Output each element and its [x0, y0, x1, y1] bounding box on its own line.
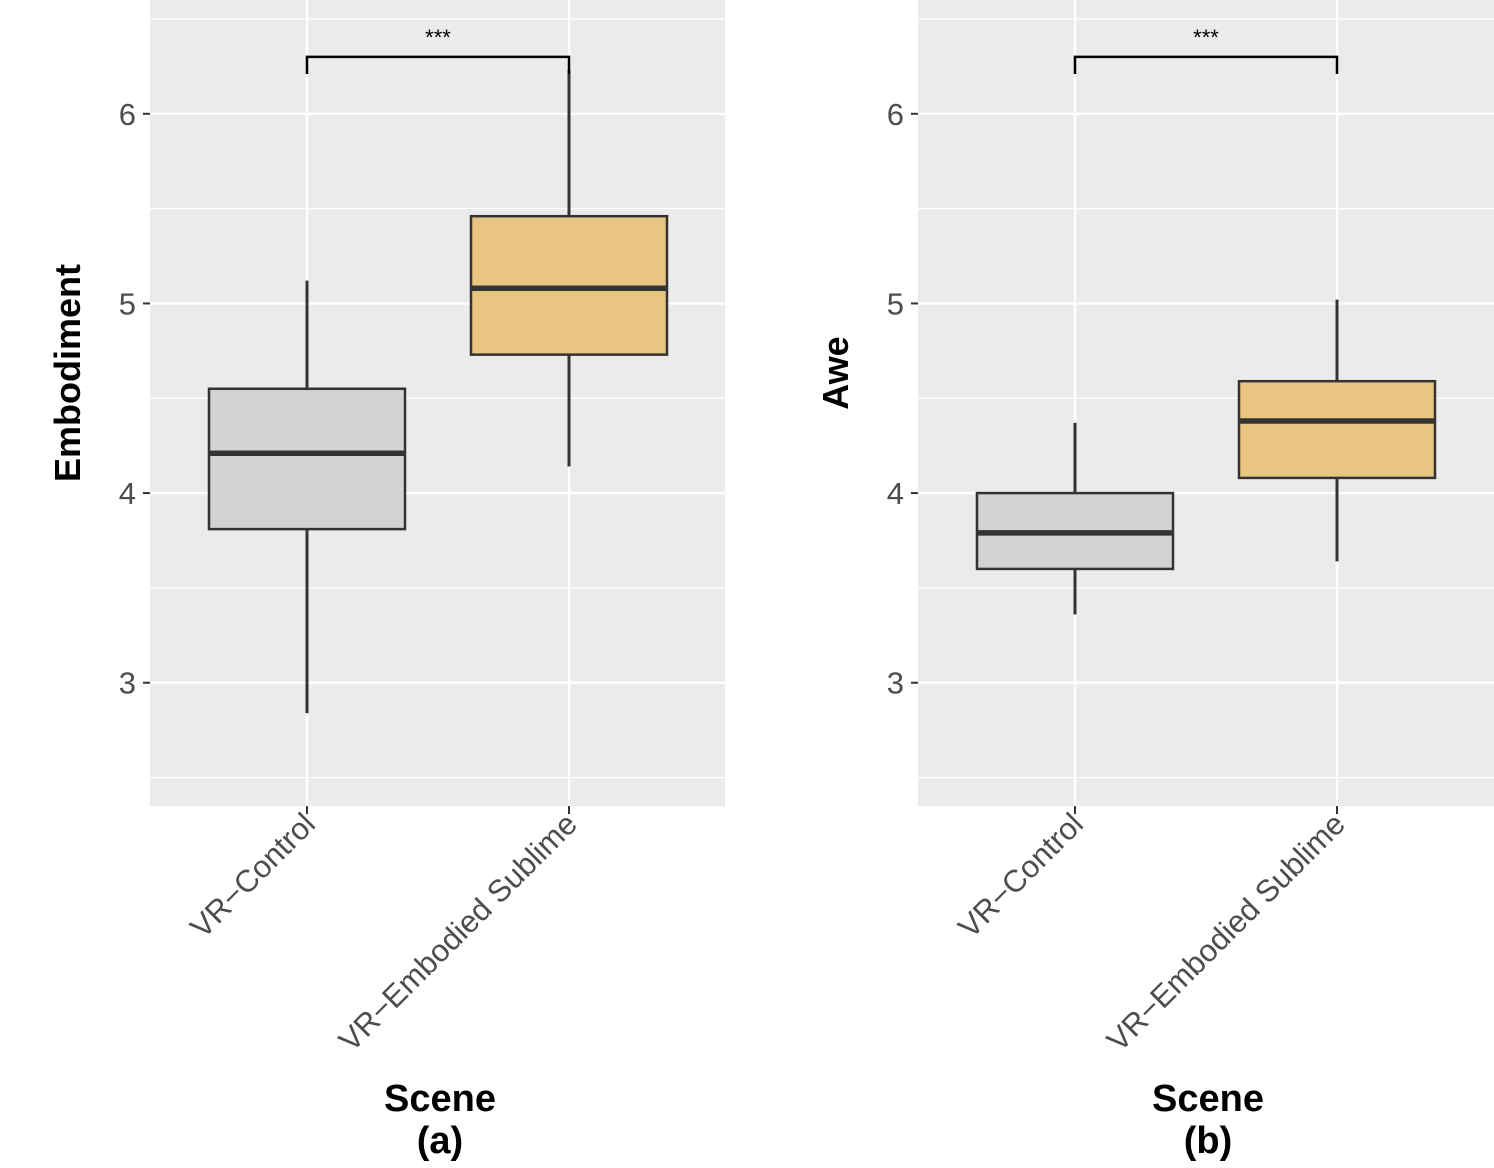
panel-caption: (a): [417, 1120, 463, 1162]
y-axis-title: Awe: [815, 336, 856, 409]
y-tick-label: 6: [887, 97, 904, 132]
panel-caption: (b): [1184, 1120, 1233, 1162]
y-tick-label: 6: [119, 97, 136, 132]
box-iqr: [1237, 379, 1437, 480]
x-tick-label: VR−Control: [951, 806, 1090, 945]
y-tick-label: 5: [119, 286, 136, 321]
significance-bracket: [305, 55, 571, 74]
y-tick-label: 4: [887, 476, 904, 511]
panel-awe: 3 4 5 6 *** VR−Control VR−Embodied Sublime Awe S…: [815, 0, 1494, 1162]
x-axis-title: Scene: [384, 1078, 496, 1120]
y-tick-label: 4: [119, 476, 136, 511]
x-tick-label: VR−Embodied Sublime: [332, 806, 584, 1058]
y-tick-label: 3: [119, 666, 136, 701]
x-axis-title: Scene: [1152, 1078, 1264, 1120]
significance-label: ***: [425, 25, 451, 50]
y-axis-title: Embodiment: [47, 264, 88, 482]
x-tick-label: VR−Control: [183, 806, 322, 945]
panel-embodiment: 3 4 5 6 *** VR−Control VR−Embodied Sublime Embo…: [47, 0, 725, 1162]
box-iqr: [469, 214, 669, 356]
significance-bracket: [1073, 55, 1339, 74]
significance-label: ***: [1193, 25, 1219, 50]
y-tick-label: 3: [887, 666, 904, 701]
y-tick-label: 5: [887, 286, 904, 321]
box-iqr: [207, 387, 407, 531]
x-tick-label: VR−Embodied Sublime: [1100, 806, 1352, 1058]
